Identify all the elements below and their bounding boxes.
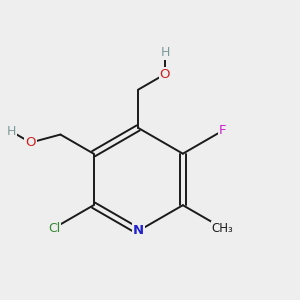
Text: O: O xyxy=(160,68,170,81)
Text: F: F xyxy=(219,124,226,137)
Text: O: O xyxy=(25,136,36,149)
Text: H: H xyxy=(160,46,170,59)
Text: H: H xyxy=(7,125,16,138)
Text: CH₃: CH₃ xyxy=(212,221,233,235)
Text: N: N xyxy=(133,224,144,238)
Text: Cl: Cl xyxy=(48,221,60,235)
